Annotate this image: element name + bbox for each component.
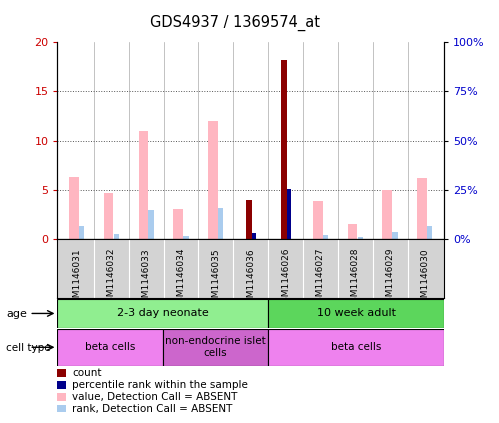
Bar [57,329,163,366]
Bar [139,131,148,239]
Text: GSM1146032: GSM1146032 [107,248,116,308]
Bar [268,299,444,328]
Text: beta cells: beta cells [331,342,381,352]
Bar [57,299,268,328]
Text: age: age [6,309,27,319]
Bar [252,233,256,239]
Bar [246,200,252,239]
Bar [357,237,363,239]
Bar [323,235,328,239]
Text: GSM1146027: GSM1146027 [316,248,325,308]
Bar [268,329,444,366]
Bar [392,232,398,239]
Bar [382,190,392,239]
Text: GSM1146036: GSM1146036 [246,248,255,308]
Text: cell type: cell type [6,343,51,353]
Text: non-endocrine islet
cells: non-endocrine islet cells [165,336,266,358]
Bar [114,234,119,239]
Text: percentile rank within the sample: percentile rank within the sample [72,380,248,390]
Text: rank, Detection Call = ABSENT: rank, Detection Call = ABSENT [72,404,233,414]
Bar [79,226,84,239]
Bar [208,121,218,239]
Text: GSM1146034: GSM1146034 [177,248,186,308]
Bar [104,193,113,239]
Text: value, Detection Call = ABSENT: value, Detection Call = ABSENT [72,392,238,402]
Text: GSM1146030: GSM1146030 [421,248,430,308]
Text: GDS4937 / 1369574_at: GDS4937 / 1369574_at [150,15,319,31]
Bar [287,189,291,239]
Bar [173,209,183,239]
Text: beta cells: beta cells [85,342,135,352]
Bar [218,208,224,239]
Bar [163,329,268,366]
Text: GSM1146035: GSM1146035 [212,248,221,308]
Bar [348,224,357,239]
Text: 10 week adult: 10 week adult [317,308,396,319]
Bar [149,211,154,239]
Bar [183,236,189,239]
Bar [313,201,322,239]
Bar [427,226,433,239]
Bar [417,178,427,239]
Text: GSM1146026: GSM1146026 [281,248,290,308]
Text: 2-3 day neonate: 2-3 day neonate [117,308,209,319]
Bar [281,60,287,239]
Text: GSM1146029: GSM1146029 [386,248,395,308]
Text: GSM1146033: GSM1146033 [142,248,151,308]
Text: GSM1146028: GSM1146028 [351,248,360,308]
Text: count: count [72,368,102,378]
Text: GSM1146031: GSM1146031 [72,248,81,308]
Bar [69,177,79,239]
